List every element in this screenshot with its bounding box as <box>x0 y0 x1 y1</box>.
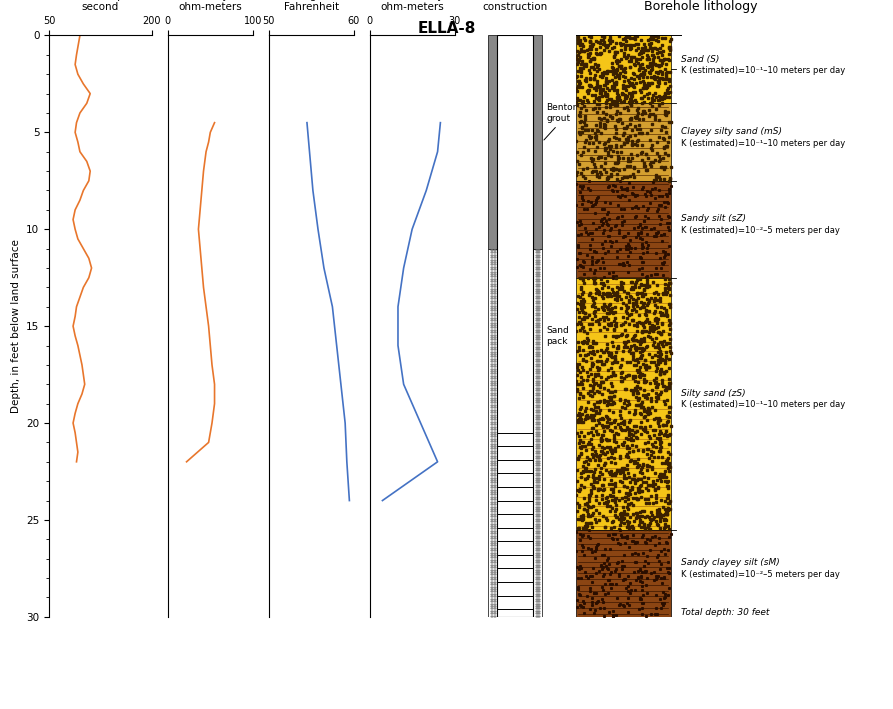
Title: Natural gama,
in counts per
second: Natural gama, in counts per second <box>63 0 138 13</box>
Bar <box>576 181 671 278</box>
Text: Clayey silty sand (mS): Clayey silty sand (mS) <box>681 127 782 136</box>
Text: K (estimated)=10⁻¹–10 meters per day: K (estimated)=10⁻¹–10 meters per day <box>681 66 846 75</box>
Text: ELLA-8: ELLA-8 <box>417 21 476 36</box>
Text: Sandy silt (sZ): Sandy silt (sZ) <box>681 214 746 223</box>
Bar <box>533 35 542 249</box>
Bar <box>533 249 542 617</box>
Bar <box>488 35 497 249</box>
Text: Sandy clayey silt (sM): Sandy clayey silt (sM) <box>681 559 780 567</box>
Text: K (estimated)=10⁻¹–10 meters per day: K (estimated)=10⁻¹–10 meters per day <box>681 401 846 410</box>
Text: Sand (S): Sand (S) <box>681 55 720 64</box>
Title: Fluid resistivity, in
ohm-meters: Fluid resistivity, in ohm-meters <box>364 0 460 13</box>
Text: Sand
pack: Sand pack <box>547 326 569 345</box>
Bar <box>497 35 533 617</box>
Bar <box>576 278 671 530</box>
Text: K (estimated)=10⁻²–5 meters per day: K (estimated)=10⁻²–5 meters per day <box>681 226 840 235</box>
Text: Bentonite
grout: Bentonite grout <box>544 104 591 140</box>
Title: Well
construction: Well construction <box>482 0 548 13</box>
Bar <box>576 530 671 617</box>
Y-axis label: Depth, in feet below land surface: Depth, in feet below land surface <box>11 239 21 413</box>
Bar <box>576 104 671 181</box>
Title: Resistivity, in
ohm-meters: Resistivity, in ohm-meters <box>175 0 246 13</box>
Text: Silty sand (zS): Silty sand (zS) <box>681 389 746 398</box>
Text: K (estimated)=10⁻²–5 meters per day: K (estimated)=10⁻²–5 meters per day <box>681 570 840 579</box>
Title: Fluid temperature,
in degrees
Fahrenheit: Fluid temperature, in degrees Fahrenheit <box>263 0 360 13</box>
Title: Borehole lithology: Borehole lithology <box>644 1 758 13</box>
Text: Total depth: 30 feet: Total depth: 30 feet <box>681 608 770 617</box>
Bar <box>576 35 671 104</box>
Text: K (estimated)=10⁻¹–10 meters per day: K (estimated)=10⁻¹–10 meters per day <box>681 139 846 148</box>
Bar <box>488 249 497 617</box>
